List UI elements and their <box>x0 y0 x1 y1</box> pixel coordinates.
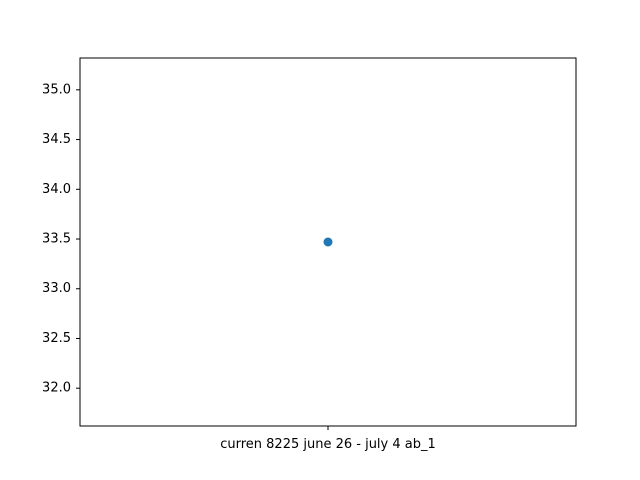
y-tick-label: 35.0 <box>42 82 71 97</box>
plot-frame <box>79 57 577 427</box>
y-tick-label: 32.5 <box>42 331 71 346</box>
x-tick-label: curren 8225 june 26 - july 4 ab_1 <box>220 437 436 452</box>
y-tick-label: 33.0 <box>42 281 71 296</box>
y-tick-label: 34.5 <box>42 132 71 147</box>
y-axis: 32.0 32.5 33.0 33.5 34.0 34.5 35.0 <box>42 82 80 396</box>
y-tick-label: 34.0 <box>42 182 71 197</box>
y-tick-label: 32.0 <box>42 381 71 396</box>
y-tick-label: 33.5 <box>42 232 71 247</box>
data-points <box>323 237 333 247</box>
data-point <box>323 237 333 247</box>
x-axis: curren 8225 june 26 - july 4 ab_1 <box>220 426 436 452</box>
